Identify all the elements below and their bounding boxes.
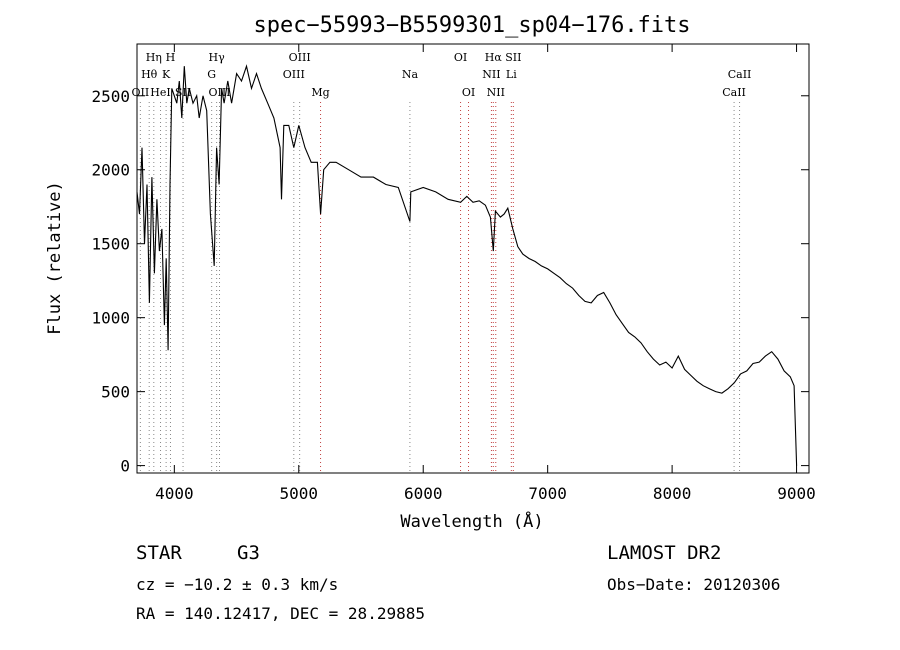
y-axis-label: Flux (relative): [45, 181, 65, 335]
obs-date: Obs−Date: 20120306: [607, 575, 781, 594]
subclass: G3: [237, 542, 260, 564]
line-markers: OII Hθ Hη HeI KH SII G Hγ OIII OIII OIII Mg Na OI OI NI…: [132, 51, 752, 473]
x-axis-label: Wavelength (Å): [400, 510, 543, 532]
marker-label-1: Hθ: [141, 68, 158, 81]
marker-label-4: K: [162, 68, 171, 81]
marker-label-11: OIII: [289, 51, 311, 64]
y-tick-label: 2500: [91, 87, 130, 106]
marker-label-19: Li: [506, 68, 517, 81]
marker-label-12: Mg: [311, 86, 329, 99]
x-tick-label: 9000: [777, 484, 816, 503]
marker-label-22: CaII: [728, 68, 752, 81]
x-tick-label: 5000: [280, 484, 319, 503]
object-class: STAR: [136, 542, 182, 564]
x-tick-label: 8000: [653, 484, 692, 503]
marker-label-9: OIII: [208, 86, 230, 99]
chart-title: spec−55993−B5599301_sp04−176.fits: [253, 13, 690, 38]
marker-label-14: OI: [454, 51, 467, 64]
marker-label-17: Hα: [485, 51, 503, 64]
x-axis: 4000 5000 6000 7000 8000 9000: [155, 44, 816, 503]
x-tick-label: 6000: [404, 484, 443, 503]
marker-label-18: NII: [487, 86, 505, 99]
marker-label-16: NII: [482, 68, 500, 81]
y-tick-label: 2000: [91, 161, 130, 180]
x-tick-label: 7000: [528, 484, 567, 503]
marker-label-20: SII: [505, 51, 521, 64]
y-axis: 0 500 1000 1500 2000 2500: [91, 87, 809, 476]
marker-label-15: OI: [462, 86, 475, 99]
plot-frame: [136, 43, 810, 474]
marker-label-0: OII: [132, 86, 150, 99]
marker-label-13: Na: [402, 68, 419, 81]
redshift-cz: cz = −10.2 ± 0.3 km/s: [136, 575, 339, 594]
ra-dec: RA = 140.12417, DEC = 28.29885: [136, 604, 425, 623]
marker-label-21: CaII: [722, 86, 746, 99]
survey-label: LAMOST DR2: [607, 542, 722, 564]
marker-label-8: Hγ: [209, 51, 226, 64]
y-tick-label: 1000: [91, 309, 130, 328]
y-tick-label: 1500: [91, 235, 130, 254]
spectrum-line: [136, 64, 798, 466]
marker-label-10: OIII: [283, 68, 305, 81]
marker-label-3: HeI: [150, 86, 170, 99]
marker-label-7: G: [207, 68, 216, 81]
y-tick-label: 500: [101, 383, 130, 402]
marker-label-2: Hη: [146, 51, 162, 64]
x-tick-label: 4000: [155, 484, 194, 503]
y-tick-label: 0: [120, 457, 130, 476]
marker-label-5: H: [166, 51, 176, 64]
